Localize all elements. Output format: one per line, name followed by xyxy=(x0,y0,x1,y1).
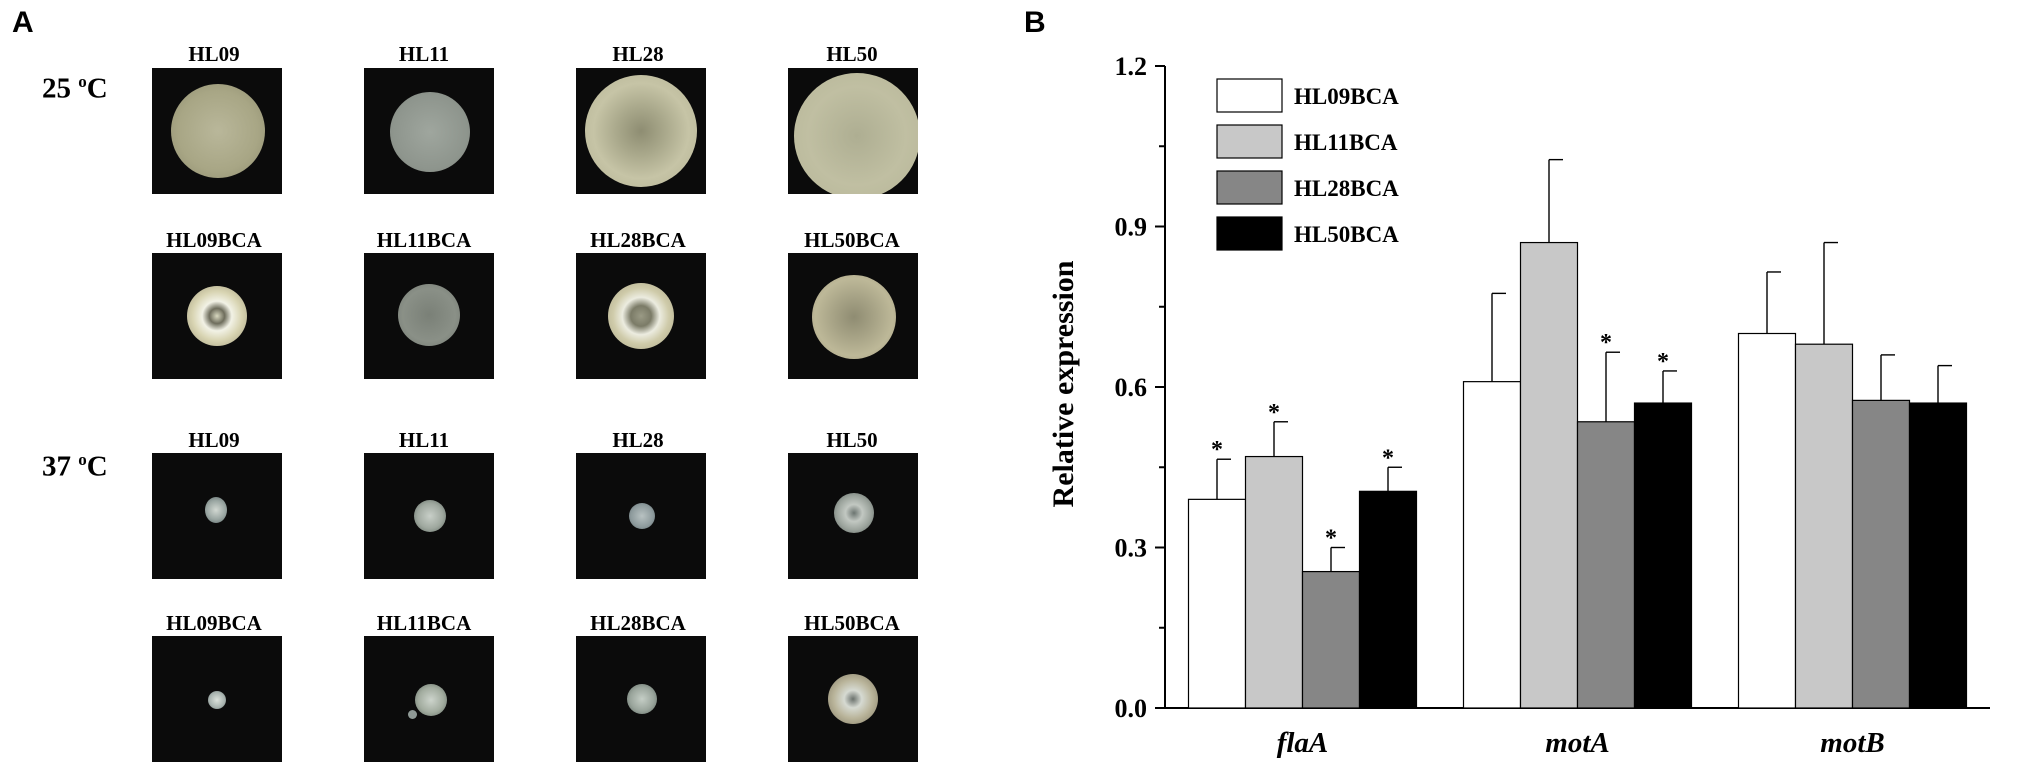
strain-label: HL50BCA xyxy=(804,228,900,252)
temperature-label-25: 25 oC xyxy=(42,72,108,106)
chart-legend: HL09BCA HL11BCA HL28BCA HL50BCA xyxy=(1216,78,1399,251)
degree-sign: o xyxy=(78,450,87,469)
colony xyxy=(398,284,460,346)
legend-swatch xyxy=(1216,216,1283,251)
bar xyxy=(1851,399,1911,709)
y-tick-label: 0.9 xyxy=(1115,213,1148,242)
colony xyxy=(390,92,470,172)
bar xyxy=(1633,402,1693,709)
significance-marker: * xyxy=(1268,400,1280,426)
strain-label: HL28 xyxy=(612,42,664,66)
bar xyxy=(1187,498,1247,709)
chart-bars: * * * * * * xyxy=(1187,158,1968,709)
x-tick-label: flaA xyxy=(1277,727,1329,759)
plate-image xyxy=(152,453,282,579)
bar xyxy=(1576,421,1636,709)
strain-label: HL09 xyxy=(188,428,240,452)
colony xyxy=(812,275,896,359)
plate-image xyxy=(788,453,918,579)
chart-axes: 0.0 0.3 0.6 0.9 1.2 flaA motA motB xyxy=(1115,52,1990,759)
y-tick-label: 0.3 xyxy=(1115,534,1148,563)
colony xyxy=(415,684,447,716)
colony xyxy=(585,75,697,187)
plate-image xyxy=(788,636,918,762)
bar xyxy=(1737,332,1797,709)
y-tick-label: 0.0 xyxy=(1115,694,1148,723)
bar xyxy=(1301,570,1361,709)
bar xyxy=(1462,381,1522,709)
plate-image xyxy=(152,636,282,762)
x-tick-label: motA xyxy=(1545,727,1609,759)
strain-label: HL50BCA xyxy=(804,611,900,635)
plate-image xyxy=(576,636,706,762)
legend-swatch xyxy=(1216,124,1283,159)
significance-marker: * xyxy=(1325,526,1337,552)
bar xyxy=(1519,241,1579,709)
strain-label: HL50 xyxy=(826,42,878,66)
plate-image xyxy=(364,253,494,379)
colony xyxy=(171,84,265,178)
colony xyxy=(414,500,446,532)
strain-label: HL11BCA xyxy=(376,611,472,635)
bar xyxy=(1244,455,1304,709)
legend-label: HL28BCA xyxy=(1294,176,1399,201)
significance-marker: * xyxy=(1211,437,1223,463)
plate-image xyxy=(364,636,494,762)
temperature-value: 37 xyxy=(42,450,79,483)
panel-a-letter: A xyxy=(12,6,34,39)
temperature-value: 25 xyxy=(42,72,79,105)
plate-image xyxy=(364,68,494,194)
plate-image xyxy=(152,68,282,194)
panel-b-letter: B xyxy=(1024,6,1046,39)
y-axis-label: Relative expression xyxy=(1047,260,1080,507)
colony xyxy=(608,283,674,349)
legend-swatch xyxy=(1216,78,1283,113)
strain-label: HL11 xyxy=(398,428,450,452)
legend-label: HL50BCA xyxy=(1294,222,1399,247)
plate-image xyxy=(576,68,706,194)
bar xyxy=(1794,343,1854,709)
bar xyxy=(1358,490,1418,709)
colony xyxy=(408,710,417,719)
colony xyxy=(627,684,657,714)
x-tick-label: motB xyxy=(1820,727,1884,759)
bar xyxy=(1908,402,1968,709)
plate-image xyxy=(788,253,918,379)
plate-image xyxy=(576,453,706,579)
strain-label: HL09BCA xyxy=(166,611,262,635)
significance-marker: * xyxy=(1600,330,1612,356)
significance-marker: * xyxy=(1382,445,1394,471)
plate-image xyxy=(576,253,706,379)
colony xyxy=(828,674,878,724)
colony xyxy=(794,73,918,194)
colony xyxy=(187,286,247,346)
strain-label: HL28 xyxy=(612,428,664,452)
strain-label: HL28BCA xyxy=(590,228,686,252)
strain-label: HL50 xyxy=(826,428,878,452)
temperature-unit: C xyxy=(86,72,108,105)
degree-sign: o xyxy=(78,72,87,91)
strain-label: HL28BCA xyxy=(590,611,686,635)
strain-label: HL11 xyxy=(398,42,450,66)
temperature-unit: C xyxy=(86,450,108,483)
colony xyxy=(205,497,227,523)
plate-image xyxy=(152,253,282,379)
colony xyxy=(629,503,655,529)
strain-label: HL09BCA xyxy=(166,228,262,252)
legend-label: HL09BCA xyxy=(1294,84,1399,109)
colony xyxy=(834,493,874,533)
y-tick-label: 0.6 xyxy=(1115,373,1148,402)
plate-image xyxy=(364,453,494,579)
temperature-label-37: 37 oC xyxy=(42,450,108,484)
significance-marker: * xyxy=(1657,349,1669,375)
strain-label: HL11BCA xyxy=(376,228,472,252)
legend-label: HL11BCA xyxy=(1294,130,1398,155)
strain-label: HL09 xyxy=(188,42,240,66)
plate-image xyxy=(788,68,918,194)
y-tick-label: 1.2 xyxy=(1115,52,1148,81)
legend-swatch xyxy=(1216,170,1283,205)
colony xyxy=(208,691,226,709)
